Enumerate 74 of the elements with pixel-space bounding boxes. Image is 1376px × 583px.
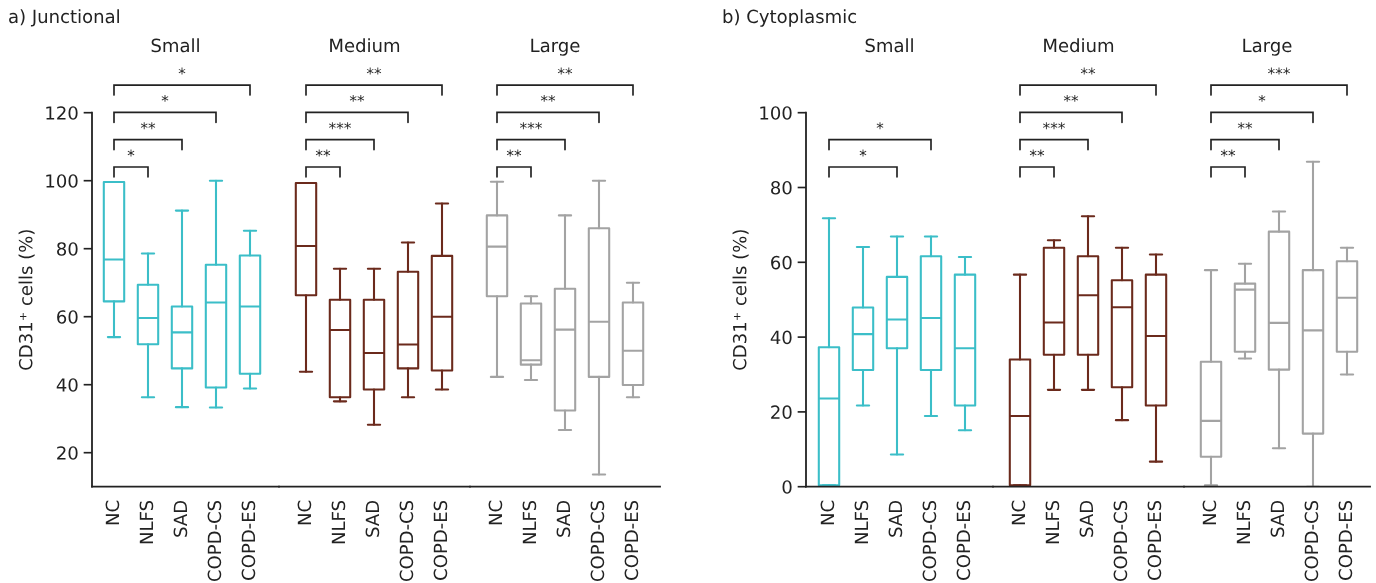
y-tick-label: 40 bbox=[56, 378, 78, 392]
y-axis-title: CD31⁺ cells (%) bbox=[732, 230, 749, 370]
annotation: *** bbox=[1043, 122, 1065, 130]
x-tick-label: SAD bbox=[1270, 500, 1285, 537]
y-tick-label: 80 bbox=[57, 242, 78, 256]
x-tick-label: COPD-ES bbox=[433, 500, 448, 580]
x-tick-label: COPD-CS bbox=[207, 500, 222, 582]
annotation: ** bbox=[315, 149, 331, 157]
chart-title: a) Junctional bbox=[9, 9, 119, 27]
x-tick-label: COPD-CS bbox=[399, 500, 414, 582]
annotation: ** bbox=[1029, 149, 1045, 157]
chart-subtitle: Medium bbox=[1044, 38, 1114, 53]
annotation: * bbox=[859, 149, 867, 157]
x-tick-label: SAD bbox=[556, 500, 571, 537]
text: * bbox=[161, 94, 169, 102]
x-tick-label: COPD-ES bbox=[956, 500, 971, 580]
annotation: ** bbox=[1237, 122, 1253, 130]
text: ** bbox=[349, 94, 365, 102]
x-tick-label: NC bbox=[820, 500, 835, 525]
annotation: *** bbox=[329, 122, 351, 130]
x-tick-label: SAD bbox=[173, 500, 188, 537]
x-tick-label: SAD bbox=[365, 500, 380, 537]
text: * bbox=[1258, 94, 1266, 102]
x-tick-label: NC bbox=[297, 500, 312, 525]
text: *** bbox=[1268, 67, 1290, 75]
y-tick-label: 100 bbox=[46, 174, 78, 188]
chart-subtitle: Large bbox=[531, 38, 580, 56]
x-tick-label: NLFS bbox=[139, 500, 154, 544]
x-tick-label: COPD-CS bbox=[922, 500, 937, 582]
y-tick-label: 80 bbox=[771, 180, 792, 195]
text: ** bbox=[557, 67, 573, 75]
x-tick-label: NLFS bbox=[1236, 500, 1251, 544]
x-tick-label: SAD bbox=[1079, 500, 1094, 537]
y-tick-label: 100 bbox=[760, 106, 792, 120]
x-tick-label: COPD-CS bbox=[590, 500, 605, 582]
x-tick-label: NC bbox=[1011, 500, 1026, 525]
chart-subtitle: Small bbox=[151, 38, 199, 53]
y-tick-label: 40 bbox=[770, 330, 792, 345]
chart-subtitle: Small bbox=[865, 38, 913, 53]
chart-subtitle: Large bbox=[1243, 38, 1292, 56]
x-tick-label: NLFS bbox=[522, 500, 537, 544]
annotation: * bbox=[876, 122, 884, 130]
x-tick-label: NC bbox=[488, 500, 503, 525]
y-tick-label: 60 bbox=[771, 255, 792, 270]
x-tick-label: COPD-ES bbox=[1147, 500, 1162, 580]
chart-subtitle: Medium bbox=[330, 38, 400, 53]
text: ** bbox=[1063, 94, 1079, 102]
text: * bbox=[178, 67, 186, 75]
annotation: *** bbox=[520, 122, 542, 130]
x-tick-label: NC bbox=[105, 500, 120, 525]
x-tick-label: SAD bbox=[888, 500, 903, 537]
y-axis-title: CD31⁺ cells (%) bbox=[18, 230, 35, 370]
x-tick-label: COPD-ES bbox=[1338, 500, 1353, 580]
y-tick-label: 120 bbox=[46, 106, 78, 120]
x-tick-label: NLFS bbox=[1045, 500, 1060, 544]
x-tick-label: COPD-CS bbox=[1304, 500, 1319, 582]
y-tick-label: 60 bbox=[57, 310, 78, 324]
text: ** bbox=[540, 94, 556, 102]
y-tick-label: 20 bbox=[57, 446, 78, 460]
annotation: * bbox=[127, 149, 135, 157]
annotation: ** bbox=[1220, 149, 1236, 157]
x-tick-label: NLFS bbox=[331, 500, 346, 544]
y-tick-label: 20 bbox=[771, 405, 792, 420]
x-tick-label: NC bbox=[1202, 500, 1217, 525]
x-tick-label: COPD-ES bbox=[624, 500, 639, 580]
chart-title: b) Cytoplasmic bbox=[723, 9, 857, 27]
annotation: ** bbox=[140, 122, 156, 130]
x-tick-label: COPD-ES bbox=[241, 500, 256, 580]
x-tick-label: COPD-CS bbox=[1113, 500, 1128, 582]
text: ** bbox=[366, 67, 382, 75]
y-tick-label: 0 bbox=[782, 480, 792, 494]
annotation: ** bbox=[506, 149, 522, 157]
text: ** bbox=[1080, 67, 1096, 75]
x-tick-label: NLFS bbox=[854, 500, 869, 544]
